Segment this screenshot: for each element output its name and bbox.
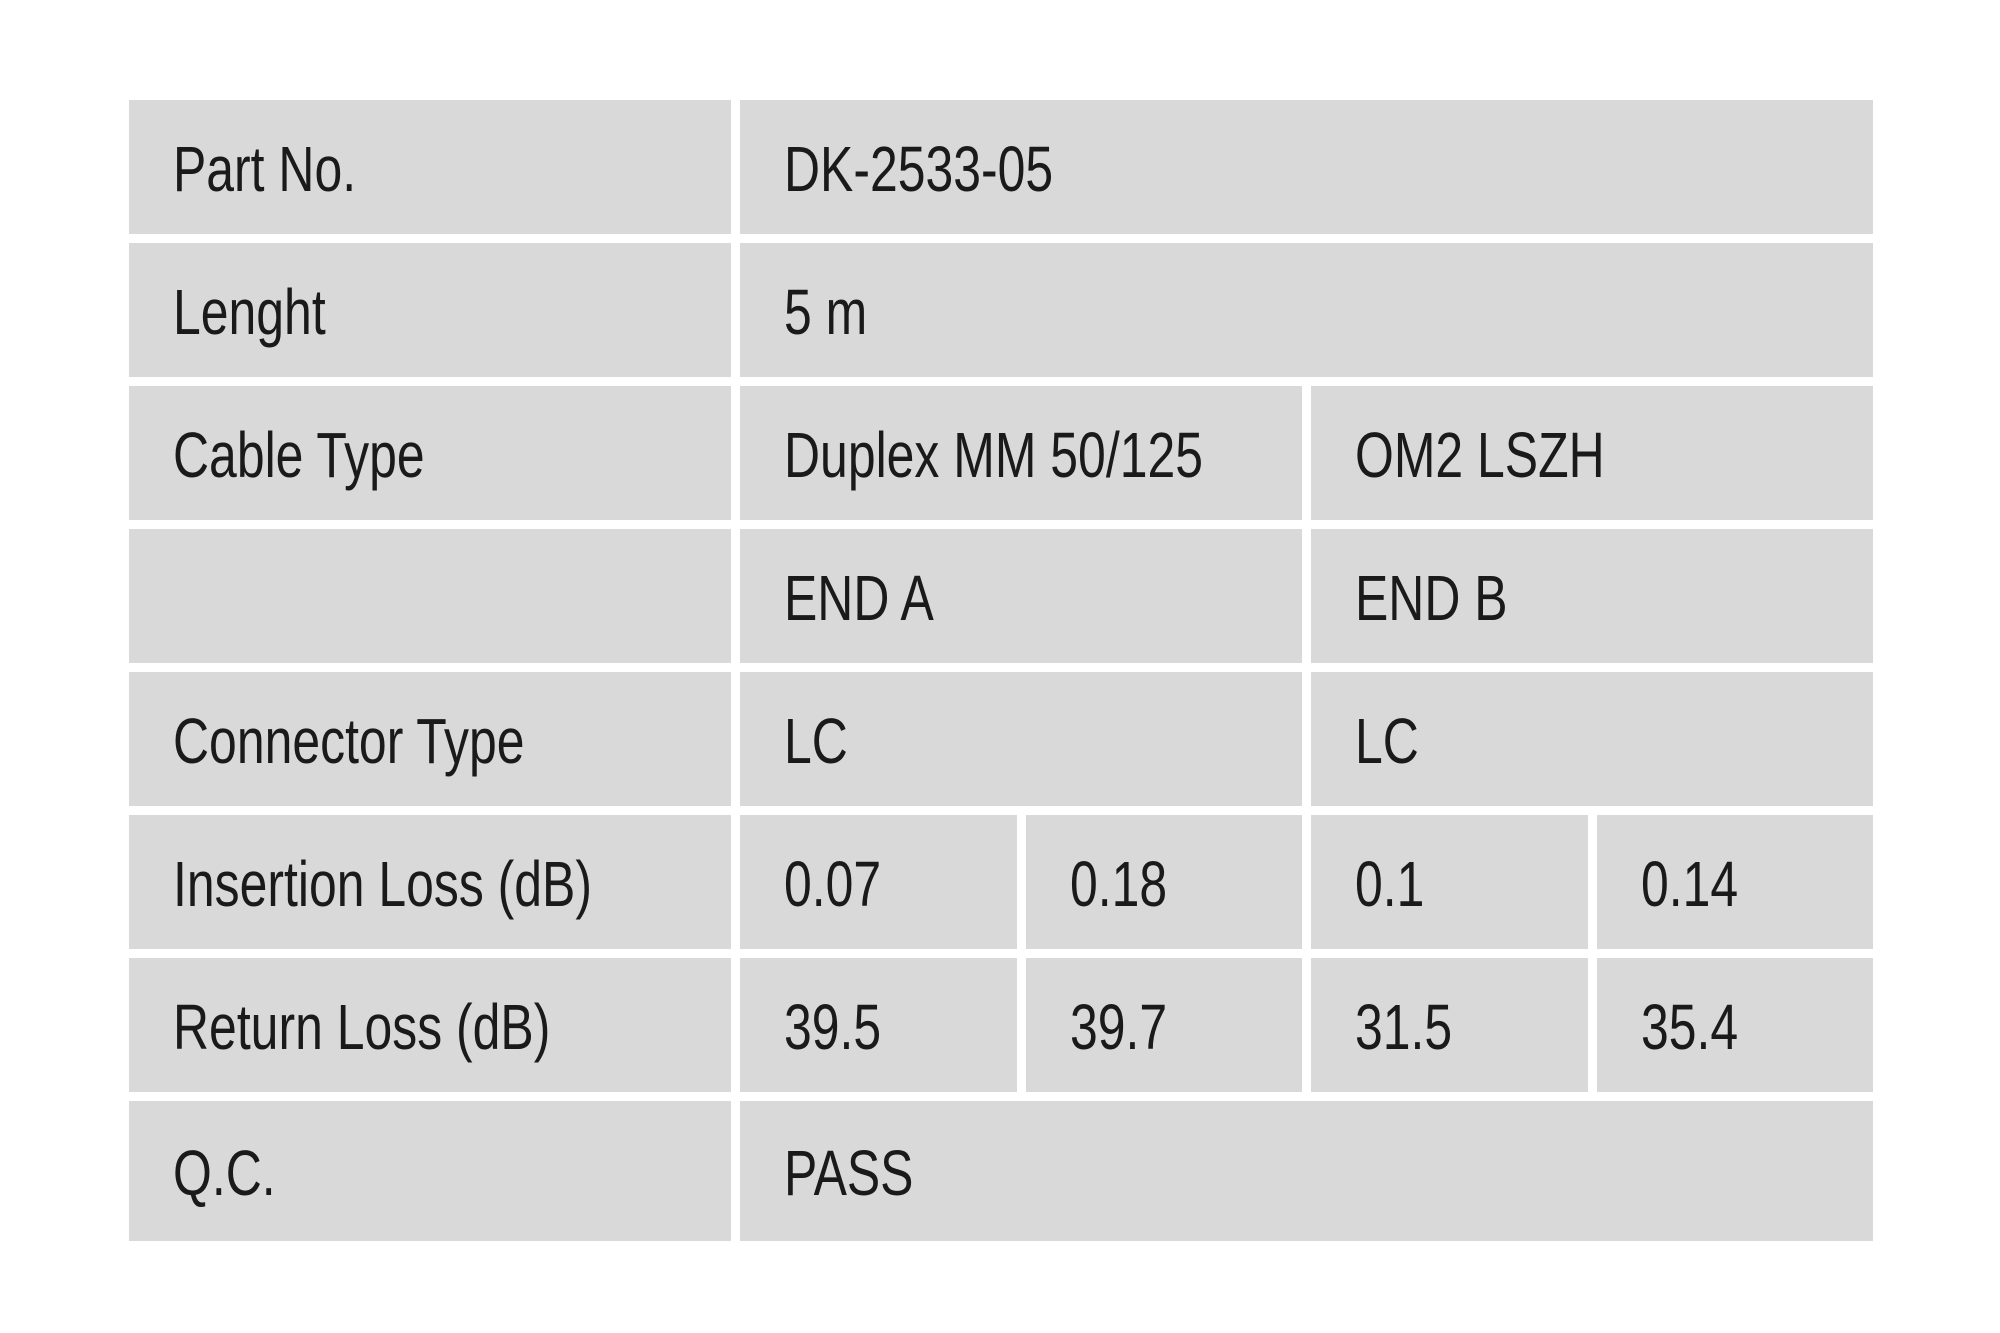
return-loss-label: Return Loss (dB) [173,991,551,1063]
table-row-length: Lenght 5 m [129,243,1873,377]
cable-type-value-cell-2: OM2 LSZH [1311,386,1873,520]
part-no-value-cell: DK-2533-05 [740,100,1873,234]
insertion-loss-end-b1-cell: 0.1 [1311,815,1588,949]
qc-result-cell: PASS [740,1101,1873,1241]
length-value: 5 m [784,276,868,348]
return-loss-end-b2: 35.4 [1640,991,1738,1063]
table-row-connector-type: Connector Type LC LC [129,672,1873,806]
insertion-loss-label: Insertion Loss (dB) [173,848,592,920]
table-row-qc: Q.C. PASS [129,1101,1873,1241]
connector-type-label: Connector Type [173,705,525,777]
table-row-insertion-loss: Insertion Loss (dB) 0.07 0.18 0.1 0.14 [129,815,1873,949]
insertion-loss-end-a2-cell: 0.18 [1025,815,1302,949]
return-loss-end-b1-cell: 31.5 [1311,958,1588,1092]
return-loss-end-a1-cell: 39.5 [740,958,1017,1092]
insertion-loss-label-cell: Insertion Loss (dB) [129,815,731,949]
connector-type-label-cell: Connector Type [129,672,731,806]
qc-table: Part No. DK-2533-05 Lenght 5 m Cable Typ… [129,100,1873,1241]
qc-result-value: PASS [784,1137,914,1209]
insertion-loss-end-a2: 0.18 [1069,848,1167,920]
qc-label-cell: Q.C. [129,1101,731,1241]
connector-type-end-b-cell: LC [1311,672,1873,806]
insertion-loss-end-a1-cell: 0.07 [740,815,1017,949]
insertion-loss-end-a1: 0.07 [784,848,882,920]
connector-type-end-a: LC [784,705,848,777]
insertion-loss-end-b2: 0.14 [1640,848,1738,920]
return-loss-end-b2-cell: 35.4 [1596,958,1873,1092]
qc-label: Q.C. [173,1137,276,1209]
length-label-cell: Lenght [129,243,731,377]
end-a-header-cell: END A [740,529,1302,663]
cable-type-label-cell: Cable Type [129,386,731,520]
end-b-header-cell: END B [1311,529,1873,663]
length-value-cell: 5 m [740,243,1873,377]
cable-type-value-2: OM2 LSZH [1355,419,1605,491]
length-label: Lenght [173,276,326,348]
cable-type-value-cell-1: Duplex MM 50/125 [740,386,1302,520]
table-row-part-no: Part No. DK-2533-05 [129,100,1873,234]
return-loss-end-a2: 39.7 [1069,991,1167,1063]
end-a-header: END A [784,562,934,634]
end-header-empty-cell [129,529,731,663]
cable-type-label: Cable Type [173,419,425,491]
return-loss-end-a1: 39.5 [784,991,882,1063]
connector-type-end-a-cell: LC [740,672,1302,806]
table-row-return-loss: Return Loss (dB) 39.5 39.7 31.5 35.4 [129,958,1873,1092]
cable-type-value-1: Duplex MM 50/125 [784,419,1203,491]
insertion-loss-end-b2-cell: 0.14 [1596,815,1873,949]
return-loss-end-b1: 31.5 [1355,991,1453,1063]
table-row-cable-type: Cable Type Duplex MM 50/125 OM2 LSZH [129,386,1873,520]
return-loss-end-a2-cell: 39.7 [1025,958,1302,1092]
return-loss-label-cell: Return Loss (dB) [129,958,731,1092]
end-b-header: END B [1355,562,1508,634]
part-no-label-cell: Part No. [129,100,731,234]
insertion-loss-end-b1: 0.1 [1355,848,1425,920]
connector-type-end-b: LC [1355,705,1419,777]
part-no-value: DK-2533-05 [784,133,1054,205]
part-no-label: Part No. [173,133,357,205]
table-row-end-header: END A END B [129,529,1873,663]
